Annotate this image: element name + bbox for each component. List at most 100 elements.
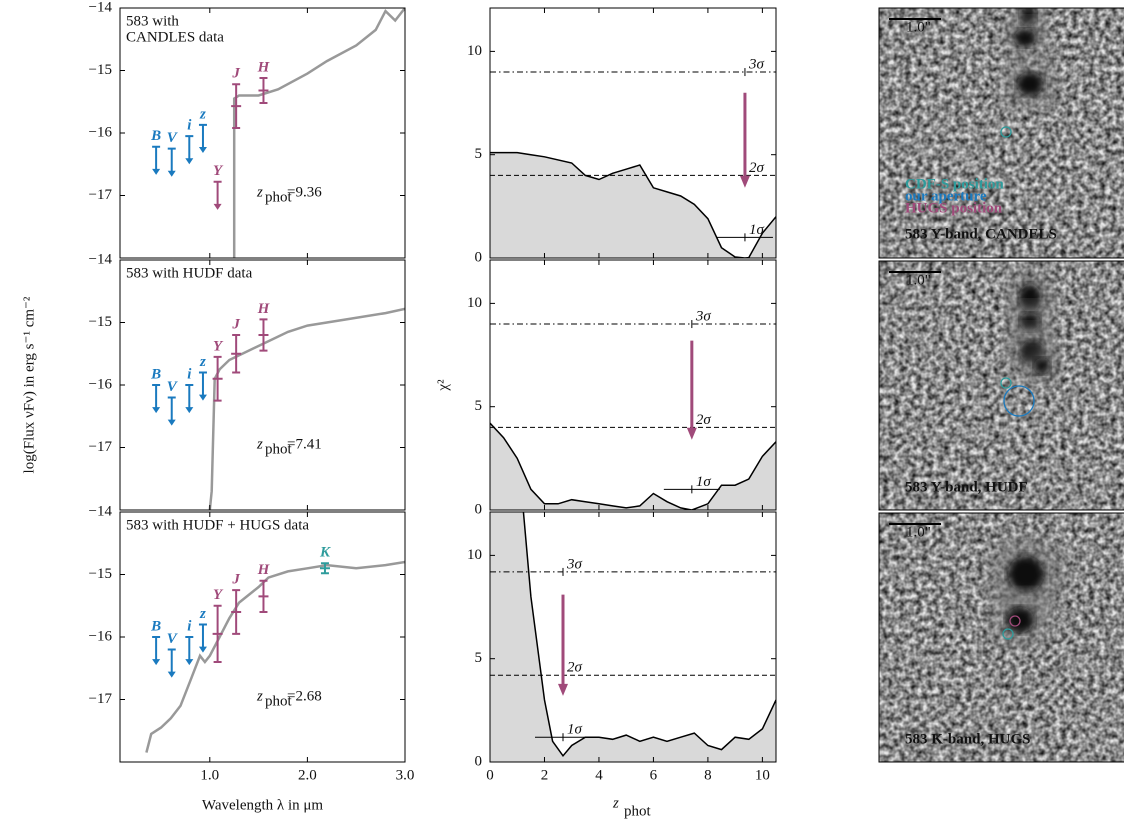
y-tick-label: −16 xyxy=(89,628,113,644)
band-label: z xyxy=(199,354,206,370)
scale-label: 1.0" xyxy=(906,272,931,288)
plot-frame xyxy=(489,511,777,763)
arrow-head xyxy=(185,659,194,666)
arrow-head xyxy=(152,168,161,175)
panel-title: 583 with xyxy=(126,13,179,29)
band-label: V xyxy=(167,631,179,647)
y-tick-label: 5 xyxy=(475,650,483,666)
arrow-head xyxy=(213,203,222,210)
band-label: Y xyxy=(213,338,224,354)
x-tick-label: 0 xyxy=(486,767,494,783)
band-label: H xyxy=(257,562,271,578)
band-label: H xyxy=(257,301,271,317)
y-tick-label: −17 xyxy=(89,187,113,203)
image-label: 583 Y-band, HUDF xyxy=(905,479,1028,495)
x-tick-label: 10 xyxy=(755,767,770,783)
x-tick-label: 1.0 xyxy=(200,767,219,783)
band-label: J xyxy=(231,66,240,82)
y-tick-label: 0 xyxy=(475,753,483,769)
position-marker xyxy=(1002,628,1014,640)
panel-title: CANDLES data xyxy=(126,29,224,45)
y-tick-label: −17 xyxy=(89,691,113,707)
y-tick-label: −17 xyxy=(89,439,113,455)
image-label: 583 K-band, HUGS xyxy=(905,731,1030,747)
zphot-value: =7.41 xyxy=(287,436,322,452)
sigma-label: 2σ xyxy=(567,660,583,676)
position-marker xyxy=(1000,377,1012,389)
y-tick-label: −14 xyxy=(89,251,113,267)
band-label: J xyxy=(231,572,240,588)
y-tick-label: −16 xyxy=(89,376,113,392)
zphot-value: =9.36 xyxy=(287,184,322,200)
legend-entry: our aperture xyxy=(905,188,987,204)
sed-model xyxy=(145,560,405,753)
sigma-label: 3σ xyxy=(566,556,583,572)
band-label: K xyxy=(319,545,331,561)
arrow-head xyxy=(686,427,697,440)
position-marker xyxy=(1009,615,1021,627)
image-label: 583 Y-band, CANDELS xyxy=(905,226,1057,242)
sed-model xyxy=(232,8,405,258)
legend-entry: HUGS position xyxy=(905,200,1003,216)
chi2-line xyxy=(490,422,776,510)
source xyxy=(1008,556,1044,592)
arrow-head xyxy=(167,671,176,678)
legend-entry: CDF-S position xyxy=(905,176,1004,192)
source xyxy=(1017,72,1043,96)
image-cutout xyxy=(879,261,1124,510)
x-tick-label: 8 xyxy=(704,767,712,783)
image-frame xyxy=(878,512,1124,763)
arrow-head xyxy=(185,407,194,414)
zphot-sub: phot xyxy=(265,441,293,457)
scale-label: 1.0" xyxy=(906,19,931,35)
arrow-head xyxy=(152,659,161,666)
sed-model xyxy=(208,307,405,510)
x-tick-label: 2 xyxy=(541,767,549,783)
image-frame xyxy=(878,7,1124,259)
y-axis-label: log(Flux νFν) in erg s⁻¹ cm⁻² xyxy=(21,296,37,473)
x-axis-label-sub: phot xyxy=(624,803,652,819)
y-tick-label: −14 xyxy=(89,503,113,519)
x-axis-label: Wavelength λ in μm xyxy=(202,797,323,813)
source xyxy=(1014,29,1036,47)
y-tick-label: −15 xyxy=(89,314,112,330)
sigma-label: 1σ xyxy=(567,722,583,738)
panel-title: 583 with HUDF + HUGS data xyxy=(126,517,309,533)
band-label: Y xyxy=(213,163,224,179)
position-marker xyxy=(1003,385,1035,417)
x-tick-label: 4 xyxy=(595,767,603,783)
sigma-label: 1σ xyxy=(696,474,712,490)
x-tick-label: 3.0 xyxy=(396,767,415,783)
y-axis-label: χ² xyxy=(435,379,451,392)
zphot-sub: phot xyxy=(265,693,293,709)
image-frame xyxy=(878,260,1124,511)
band-label: i xyxy=(187,366,192,382)
y-tick-label: 10 xyxy=(467,547,482,563)
plot-frame xyxy=(119,511,406,763)
sigma-label: 2σ xyxy=(749,160,765,176)
sigma-label: 1σ xyxy=(749,222,765,238)
sigma-label: 3σ xyxy=(695,308,712,324)
arrow-head xyxy=(198,394,207,401)
band-label: B xyxy=(150,618,161,634)
arrow-head xyxy=(152,407,161,414)
plot-frame xyxy=(489,7,777,259)
arrow-head xyxy=(167,419,176,426)
source xyxy=(1034,358,1050,374)
sigma-label: 2σ xyxy=(696,412,712,428)
band-label: i xyxy=(187,118,192,134)
chi2-area xyxy=(490,423,776,510)
arrow-head xyxy=(198,147,207,153)
y-tick-label: 5 xyxy=(475,146,483,162)
plot-frame xyxy=(489,259,777,511)
scale-label: 1.0" xyxy=(906,524,931,540)
y-tick-label: 10 xyxy=(467,295,482,311)
y-tick-label: 0 xyxy=(475,249,483,265)
x-axis-label: z xyxy=(612,795,619,811)
zphot-value: =2.68 xyxy=(287,688,322,704)
zphot-symbol: z xyxy=(256,688,263,704)
y-tick-label: 0 xyxy=(475,501,483,517)
band-label: B xyxy=(150,366,161,382)
y-tick-label: −15 xyxy=(89,62,112,78)
